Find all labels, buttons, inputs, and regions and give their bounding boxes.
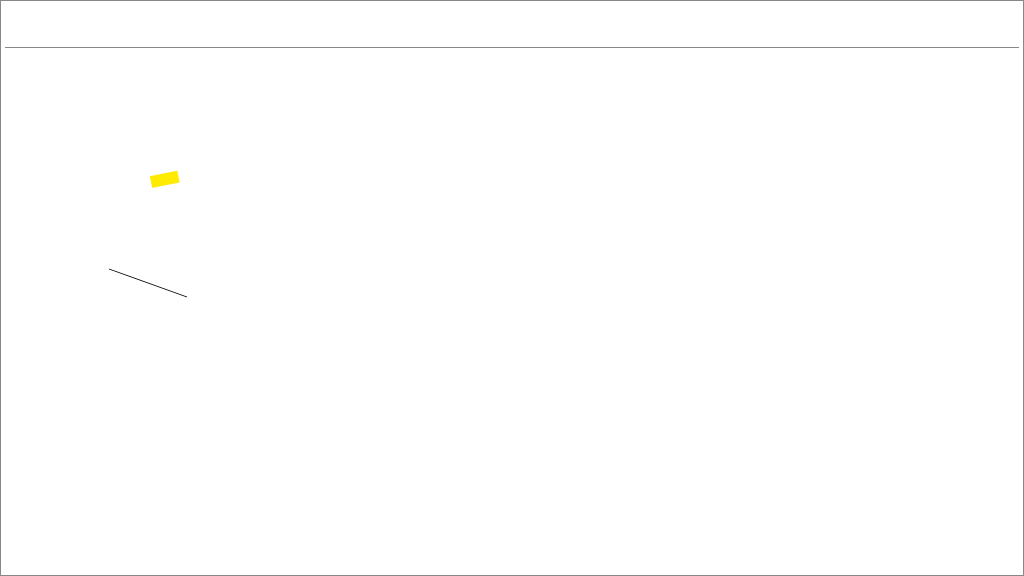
title-divider <box>5 47 1019 48</box>
slide-title <box>21 9 28 43</box>
ion-channel-diagram <box>661 56 991 316</box>
panel-b-histogram <box>401 111 641 291</box>
panel-a-traces <box>141 61 381 501</box>
